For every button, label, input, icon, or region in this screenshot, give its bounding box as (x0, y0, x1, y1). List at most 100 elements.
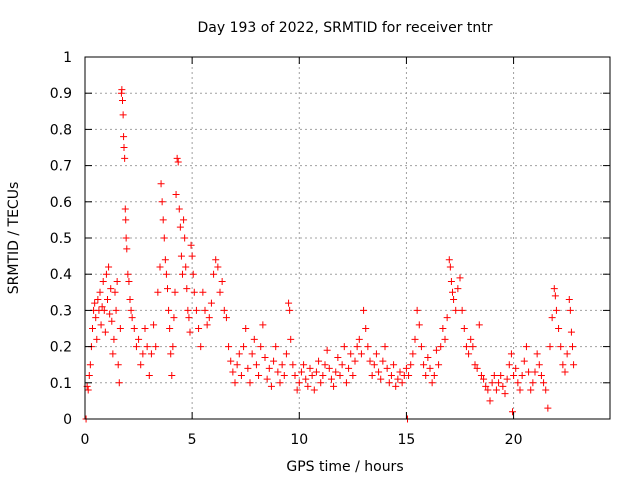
data-point (377, 375, 385, 383)
data-point (402, 364, 410, 372)
data-point (486, 397, 494, 405)
data-point (375, 368, 383, 376)
data-point (272, 343, 280, 351)
data-point (289, 361, 297, 369)
data-point (439, 325, 447, 332)
data-point (98, 303, 106, 311)
data-point (417, 343, 425, 351)
data-point (525, 368, 533, 376)
data-point (173, 154, 181, 162)
data-point (379, 357, 387, 365)
data-point (492, 386, 500, 394)
data-point (475, 321, 483, 329)
data-point (310, 386, 318, 394)
data-point (161, 256, 169, 264)
data-point (195, 325, 203, 332)
data-point (212, 256, 220, 264)
data-point (168, 372, 176, 380)
data-point (99, 277, 107, 285)
y-tick-label: 0.5 (50, 231, 72, 247)
data-point (171, 288, 179, 296)
data-point (424, 353, 432, 361)
data-point (175, 205, 183, 213)
data-point (308, 372, 316, 380)
data-point (510, 372, 518, 380)
data-point (164, 285, 171, 293)
data-point (563, 350, 571, 358)
data-point (507, 350, 515, 358)
data-point (157, 180, 165, 188)
data-point (557, 343, 565, 351)
data-point (321, 361, 329, 369)
data-point (291, 372, 299, 380)
data-point (458, 306, 466, 314)
data-point (454, 285, 462, 293)
data-point (338, 361, 346, 369)
data-point (559, 361, 567, 369)
data-point (113, 277, 121, 285)
data-point (505, 361, 513, 369)
data-point (190, 288, 198, 296)
data-point (304, 382, 312, 390)
data-point (413, 306, 421, 314)
axis-ticks: 00.10.20.30.40.50.60.70.80.910 5 10 15 20 (50, 50, 610, 448)
data-point (499, 382, 507, 390)
data-point (162, 270, 170, 278)
data-point (132, 343, 140, 351)
data-point (139, 350, 147, 358)
data-point (107, 285, 115, 293)
data-point (522, 343, 530, 351)
data-point (566, 306, 574, 314)
data-point (381, 343, 389, 351)
data-point (203, 321, 211, 329)
data-point (518, 372, 526, 380)
data-point (561, 368, 569, 376)
data-point (240, 343, 248, 351)
data-point (441, 335, 449, 343)
y-tick-label: 0 (63, 412, 72, 428)
data-point (115, 379, 123, 387)
data-point (293, 386, 301, 394)
data-point (150, 321, 158, 329)
data-point (405, 372, 413, 380)
data-point (394, 375, 402, 383)
data-point (546, 343, 554, 351)
data-point (325, 364, 333, 372)
data-point (120, 144, 128, 151)
data-point (104, 296, 111, 304)
data-point (540, 379, 548, 387)
data-point (330, 382, 338, 390)
data-point (89, 325, 96, 332)
data-point (349, 372, 357, 380)
data-point (312, 368, 320, 376)
data-point (477, 372, 485, 380)
data-point (469, 343, 477, 351)
x-tick-label: 20 (505, 432, 523, 448)
data-point (555, 325, 563, 332)
data-point (235, 350, 243, 358)
y-tick-label: 1 (63, 50, 72, 66)
data-point (159, 216, 167, 224)
data-point (147, 350, 155, 358)
data-point (187, 241, 195, 249)
data-point (85, 372, 93, 380)
data-point (565, 296, 573, 304)
data-point (207, 299, 215, 307)
data-point (92, 314, 100, 322)
data-point (315, 357, 323, 365)
data-point (282, 350, 290, 358)
data-point (446, 263, 454, 271)
data-point (529, 379, 537, 387)
data-point (520, 357, 528, 365)
data-point (390, 361, 398, 369)
data-point (364, 343, 372, 351)
data-point (220, 306, 228, 314)
data-point (248, 350, 256, 358)
data-point (110, 335, 118, 343)
data-point (447, 277, 455, 285)
data-point (449, 288, 456, 296)
data-point (443, 314, 451, 322)
data-point (368, 372, 376, 380)
data-point (231, 379, 239, 387)
data-point (383, 364, 391, 372)
